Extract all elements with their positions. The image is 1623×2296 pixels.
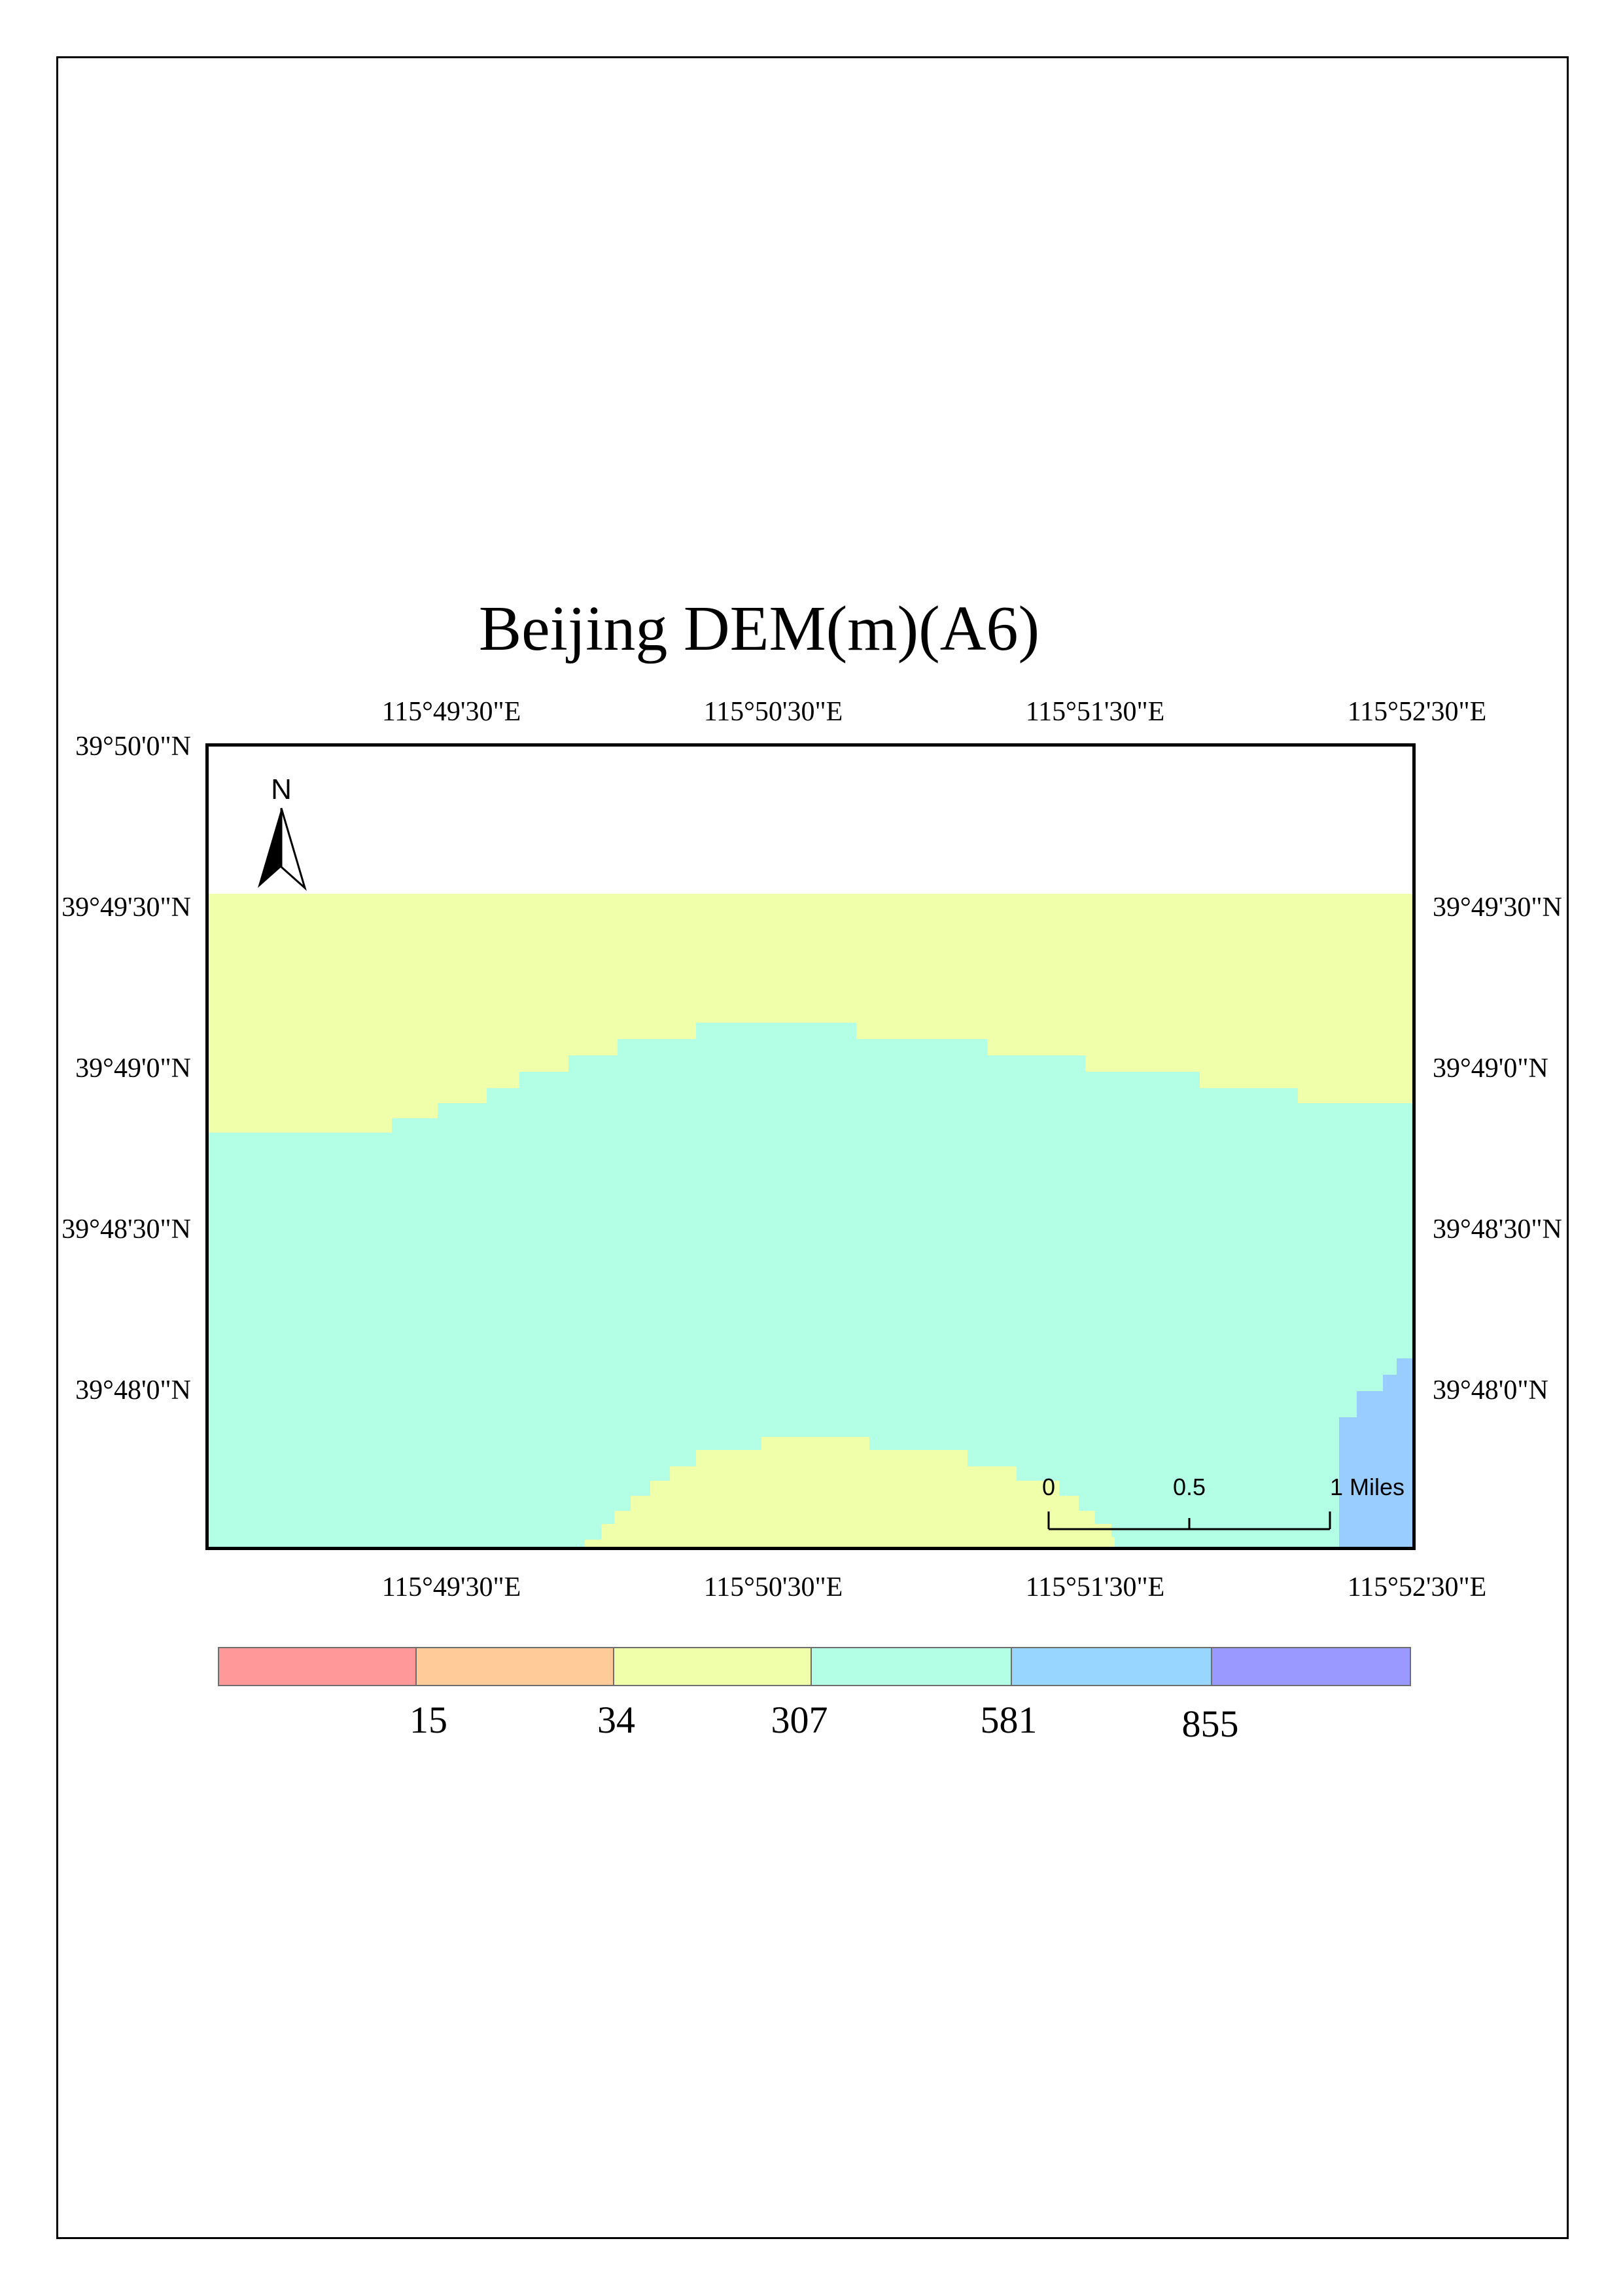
scale-tick-label: 0.5 xyxy=(1172,1474,1206,1500)
page-frame xyxy=(56,56,1569,2239)
legend-label: 307 xyxy=(771,1699,828,1741)
top-lon-label: 115°52'30"E xyxy=(1347,697,1487,727)
legend-color-bar xyxy=(218,1647,1411,1686)
scale-tick-label: 0 xyxy=(1041,1474,1056,1500)
legend-label: 15 xyxy=(410,1699,447,1741)
dem-band-yellow-bottom xyxy=(585,1437,1115,1547)
top-lon-label: 115°51'30"E xyxy=(1025,697,1165,727)
legend-label: 581 xyxy=(980,1699,1038,1741)
left-lat-label: 39°48'30"N xyxy=(61,1214,191,1245)
dem-band-blue xyxy=(1339,1358,1412,1547)
bottom-lon-label: 115°50'30"E xyxy=(703,1572,843,1602)
bottom-lon-label: 115°51'30"E xyxy=(1025,1572,1165,1602)
legend-swatch xyxy=(415,1647,614,1686)
left-lat-label: 39°49'30"N xyxy=(61,892,191,923)
bottom-lon-label: 115°49'30"E xyxy=(381,1572,521,1602)
map-title: Beijing DEM(m)(A6) xyxy=(478,593,1040,664)
map-frame xyxy=(205,743,1416,1550)
left-lat-label: 39°49'0"N xyxy=(75,1053,191,1084)
scale-bar-graphic xyxy=(1047,1511,1331,1530)
legend-swatch xyxy=(1011,1647,1212,1686)
north-arrow-icon xyxy=(258,807,307,891)
right-lat-label: 39°48'30"N xyxy=(1433,1214,1562,1245)
north-arrow: N xyxy=(255,775,307,893)
scale-tick-label: 1 Miles xyxy=(1329,1474,1405,1500)
scale-bar: 0 0.5 1 Miles xyxy=(1042,1474,1413,1547)
right-lat-label: 39°48'0"N xyxy=(1433,1375,1548,1405)
legend-swatch xyxy=(1211,1647,1411,1686)
top-lon-label: 115°49'30"E xyxy=(381,697,521,727)
north-arrow-label: N xyxy=(271,773,292,805)
legend-label: 855 xyxy=(1181,1703,1239,1745)
top-lon-label: 115°50'30"E xyxy=(703,697,843,727)
bottom-lon-label: 115°52'30"E xyxy=(1347,1572,1487,1602)
legend-label: 34 xyxy=(597,1699,635,1741)
right-lat-label: 39°49'30"N xyxy=(1433,892,1562,923)
left-lat-label: 39°48'0"N xyxy=(75,1375,191,1405)
left-lat-label: 39°50'0"N xyxy=(75,732,191,762)
dem-raster xyxy=(209,894,1412,1547)
legend-swatch xyxy=(218,1647,417,1686)
dem-band-cyan xyxy=(209,1023,1412,1547)
legend-swatch xyxy=(811,1647,1012,1686)
legend-swatch xyxy=(613,1647,812,1686)
right-lat-label: 39°49'0"N xyxy=(1433,1053,1548,1084)
